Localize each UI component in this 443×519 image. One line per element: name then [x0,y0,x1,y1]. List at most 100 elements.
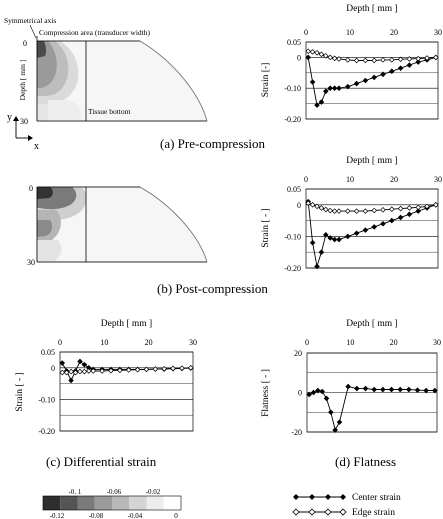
colorbar-swatch [146,496,164,510]
data-point-filled [415,208,421,214]
data-point-open [345,57,351,63]
data-point-open [108,367,114,374]
data-point-open [415,204,421,211]
x-tick-label: 10 [346,338,354,347]
y-tick-label: 0.05 [41,348,55,357]
data-point-open [305,200,311,207]
y-tick-label: -0.20 [38,427,55,436]
axis-x-label: x [34,141,39,152]
data-point-open [318,205,325,211]
data-point-open [152,366,159,372]
data-point-filled [336,85,342,91]
legend-center-label: Center strain [352,493,401,503]
x-tick-label: 30 [433,338,441,347]
x-axis-label: Depth [ mm ] [346,4,397,14]
data-point-filled [336,419,343,425]
colorbar-swatch [60,496,78,510]
field-region [37,187,53,199]
data-point-filled [406,386,412,393]
depth-axis-label-a: Depth [ mm ] [18,60,27,101]
y-axis-label: Strain [-] [261,63,271,98]
data-point-open [318,51,325,58]
colorbar-tick-label: -0.08 [89,512,104,519]
plot-frame [59,351,194,432]
y-tick-label: -20 [291,428,302,437]
data-point-filled [319,388,325,395]
y-tick-label: -0.10 [38,395,55,404]
x-tick-label: 10 [100,338,108,347]
data-point-filled [314,263,320,270]
y-tick-label: 20 [294,349,302,358]
x-axis-label: Depth [ mm ] [101,319,152,329]
data-point-open [433,202,439,208]
data-point-filled [315,387,321,394]
data-point-open [125,367,132,373]
data-point-open [314,203,320,210]
data-point-open [179,365,185,371]
data-point-filled [397,386,403,393]
x-tick-label: 20 [390,175,398,184]
colorbar-tick-label: -0.12 [50,512,65,519]
data-point-filled [389,68,395,75]
data-point-filled [309,239,316,246]
data-point-filled [397,65,404,71]
data-point-open [362,57,369,64]
data-point-open [406,56,413,62]
data-point-open [72,369,79,376]
data-point-open [86,368,92,374]
data-point-open [336,56,342,62]
data-point-filled [345,233,351,240]
data-point-filled [314,102,320,108]
open-diamond-icon [339,508,347,516]
data-point-filled [327,85,333,91]
field-region [48,100,82,121]
colorbar-swatch [94,496,112,510]
colorbar-swatch [163,496,181,510]
data-point-open [380,57,386,63]
data-point-open [323,206,329,213]
data-point-open [170,365,176,372]
data-point-open [90,368,97,374]
series-line [309,386,435,432]
data-point-filled [327,235,333,241]
colorbar-tick-label: -0. 1 [69,488,82,496]
arrow-right-icon [28,135,33,141]
depth-tick-0-a: 0 [23,39,27,48]
data-point-open [397,56,404,63]
axis-y-label: y [7,112,12,123]
colorbar-tick-label: -0.02 [146,488,161,496]
data-point-filled [59,360,66,366]
data-point-open [424,203,430,210]
x-tick-label: 10 [346,175,354,184]
y-axis-label: Strain [ - ] [15,372,25,411]
depth-tick-30-b: 30 [27,258,35,267]
legend-edge-label: Edge strain [352,508,395,518]
data-point-filled [323,88,329,95]
data-point-filled [406,62,413,68]
xy-axes-indicator: y x [7,112,39,152]
data-point-filled [380,220,386,227]
data-point-open [63,369,70,376]
x-tick-label: 20 [145,338,153,347]
y-tick-label: 0 [297,53,301,62]
field-image-pre-compression [36,36,208,122]
data-point-filled [371,224,377,230]
y-tick-label: 0.05 [287,38,301,47]
x-tick-label: 0 [305,338,309,347]
tissue-outline [139,186,208,263]
colorbar-frame [42,495,182,511]
data-point-open [353,57,360,64]
data-point-filled [328,409,334,416]
data-point-filled [331,236,338,243]
data-point-filled [345,83,351,90]
data-point-filled [318,99,325,105]
legend: Center strain Edge strain [292,493,401,518]
data-point-filled [406,211,413,218]
filled-diamond-icon [340,494,346,500]
data-point-open [424,55,430,61]
data-point-open [309,202,316,208]
